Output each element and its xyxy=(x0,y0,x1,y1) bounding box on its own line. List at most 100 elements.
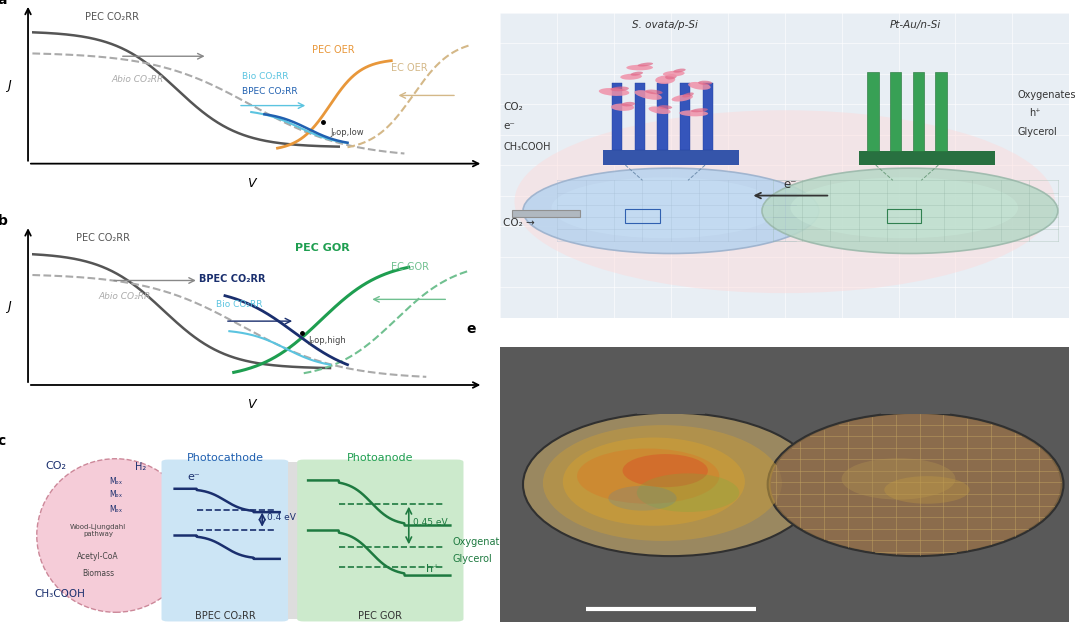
Ellipse shape xyxy=(577,448,719,504)
Text: CO₂: CO₂ xyxy=(503,102,523,112)
Text: 0.45 eV: 0.45 eV xyxy=(414,519,448,528)
Circle shape xyxy=(543,425,782,541)
Ellipse shape xyxy=(762,168,1057,253)
Text: J: J xyxy=(6,300,11,313)
Text: Glycerol: Glycerol xyxy=(453,554,492,564)
Text: J: J xyxy=(6,79,11,92)
Text: Biomass: Biomass xyxy=(82,568,114,578)
Text: CO₂ →: CO₂ → xyxy=(503,218,535,228)
Ellipse shape xyxy=(37,458,194,612)
Ellipse shape xyxy=(663,70,685,77)
Text: Bio CO₂RR: Bio CO₂RR xyxy=(216,300,262,309)
Ellipse shape xyxy=(672,95,693,102)
Circle shape xyxy=(768,413,1064,556)
Text: BPEC CO₂RR: BPEC CO₂RR xyxy=(243,87,298,96)
Text: PEC GOR: PEC GOR xyxy=(359,612,403,622)
Text: PEC CO₂RR: PEC CO₂RR xyxy=(77,233,131,243)
Text: c: c xyxy=(0,434,5,448)
Text: h⁺: h⁺ xyxy=(427,565,440,574)
Ellipse shape xyxy=(621,102,635,107)
Bar xyxy=(658,83,667,150)
Text: Pt-Au/n-Si: Pt-Au/n-Si xyxy=(890,20,941,30)
Bar xyxy=(890,72,902,151)
FancyBboxPatch shape xyxy=(297,460,463,622)
Bar xyxy=(680,83,690,150)
Ellipse shape xyxy=(691,108,707,112)
Bar xyxy=(637,406,705,414)
Text: Mₒₓ: Mₒₓ xyxy=(109,490,122,499)
Text: b: b xyxy=(0,215,8,229)
Text: V: V xyxy=(247,398,256,411)
Bar xyxy=(935,72,947,151)
Text: e⁻: e⁻ xyxy=(784,178,797,191)
Ellipse shape xyxy=(523,168,819,253)
Ellipse shape xyxy=(637,62,653,67)
Ellipse shape xyxy=(635,90,662,100)
Bar xyxy=(635,83,645,150)
Text: Oxygenates: Oxygenates xyxy=(1018,90,1077,100)
Ellipse shape xyxy=(631,72,643,76)
Text: e: e xyxy=(467,322,475,336)
Ellipse shape xyxy=(656,76,675,84)
Text: e⁻: e⁻ xyxy=(503,121,515,131)
Bar xyxy=(913,72,924,151)
Text: Jₚop,high: Jₚop,high xyxy=(308,336,346,345)
Text: BPEC CO₂RR: BPEC CO₂RR xyxy=(194,612,255,622)
Bar xyxy=(603,150,739,165)
Ellipse shape xyxy=(552,177,779,238)
Bar xyxy=(288,462,301,619)
Ellipse shape xyxy=(598,88,630,96)
Text: Mₒₓ: Mₒₓ xyxy=(109,505,122,514)
Ellipse shape xyxy=(885,476,970,504)
Ellipse shape xyxy=(608,486,677,511)
Text: Photocathode: Photocathode xyxy=(187,453,264,464)
Text: CO₂: CO₂ xyxy=(45,461,67,471)
Text: EC GOR: EC GOR xyxy=(391,262,429,272)
Ellipse shape xyxy=(698,81,712,85)
Text: 0.4 eV: 0.4 eV xyxy=(267,512,296,521)
Ellipse shape xyxy=(673,69,686,72)
Ellipse shape xyxy=(648,107,671,114)
Text: e⁻: e⁻ xyxy=(188,472,201,483)
Bar xyxy=(512,210,580,217)
Text: h⁺: h⁺ xyxy=(1029,109,1041,118)
Ellipse shape xyxy=(645,90,663,95)
Ellipse shape xyxy=(622,454,707,487)
Text: PEC GOR: PEC GOR xyxy=(295,243,350,253)
Ellipse shape xyxy=(659,105,672,109)
Bar xyxy=(887,210,921,223)
Text: Oxygenates: Oxygenates xyxy=(453,537,511,547)
Text: S. ovata/p-Si: S. ovata/p-Si xyxy=(632,20,698,30)
Text: BPEC CO₂RR: BPEC CO₂RR xyxy=(199,274,266,284)
Text: Bio CO₂RR: Bio CO₂RR xyxy=(243,72,289,81)
Text: EC OER: EC OER xyxy=(391,63,428,73)
Text: CH₃COOH: CH₃COOH xyxy=(35,589,85,599)
Text: Wood-Ljungdahl
pathway: Wood-Ljungdahl pathway xyxy=(70,524,126,537)
Text: Acetyl-CoA: Acetyl-CoA xyxy=(78,552,119,561)
Text: PEC OER: PEC OER xyxy=(312,45,355,55)
Ellipse shape xyxy=(791,177,1018,238)
Ellipse shape xyxy=(626,65,653,70)
Text: CH₃COOH: CH₃COOH xyxy=(503,142,551,152)
Bar xyxy=(625,210,660,223)
FancyBboxPatch shape xyxy=(162,460,288,622)
Ellipse shape xyxy=(679,110,708,116)
Circle shape xyxy=(770,414,1061,555)
Ellipse shape xyxy=(841,458,956,500)
Text: V: V xyxy=(247,177,256,190)
Text: a: a xyxy=(0,0,6,7)
Text: Glycerol: Glycerol xyxy=(1018,126,1057,137)
Circle shape xyxy=(563,438,745,526)
Text: Abio CO₂RR: Abio CO₂RR xyxy=(98,292,150,302)
Bar xyxy=(859,151,996,165)
Ellipse shape xyxy=(514,110,1055,293)
Ellipse shape xyxy=(688,82,711,90)
Ellipse shape xyxy=(620,74,642,80)
Bar xyxy=(867,72,879,151)
Text: Jₚop,low: Jₚop,low xyxy=(330,128,364,137)
Ellipse shape xyxy=(611,104,634,111)
Bar xyxy=(881,406,949,414)
Ellipse shape xyxy=(683,93,693,98)
Text: H₂: H₂ xyxy=(135,462,147,472)
Text: Mₒₓ: Mₒₓ xyxy=(109,477,122,486)
